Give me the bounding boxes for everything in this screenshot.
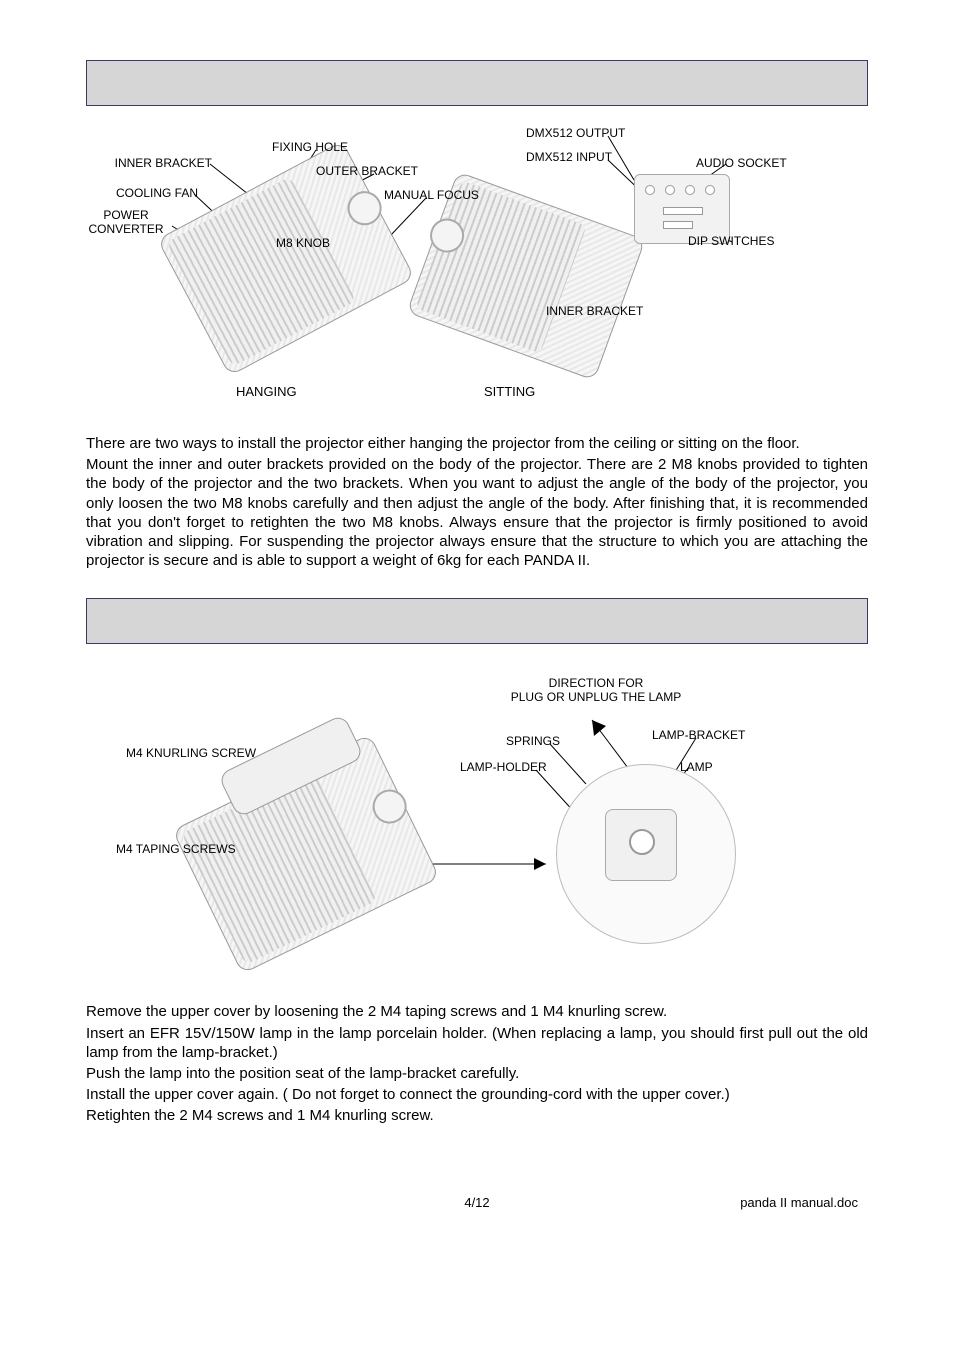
section2-p4: Install the upper cover again. ( Do not … xyxy=(86,1085,868,1104)
section2-p5: Retighten the 2 M4 screws and 1 M4 knurl… xyxy=(86,1106,868,1125)
section-header-2 xyxy=(86,598,868,644)
projector-sitting xyxy=(406,171,645,380)
label-inner-bracket-2: INNER BRACKET xyxy=(546,304,643,318)
label-springs: SPRINGS xyxy=(506,734,560,748)
section2-p2: Insert an EFR 15V/150W lamp in the lamp … xyxy=(86,1024,868,1062)
section2-p1: Remove the upper cover by loosening the … xyxy=(86,1002,868,1021)
label-direction: DIRECTION FOR PLUG OR UNPLUG THE LAMP xyxy=(466,676,726,704)
section2-text: Remove the upper cover by loosening the … xyxy=(86,1002,868,1125)
caption-hanging: HANGING xyxy=(236,384,297,399)
label-m4-taping: M4 TAPING SCREWS xyxy=(116,842,236,856)
label-audio-socket: AUDIO SOCKET xyxy=(696,156,787,170)
label-m8-knob: M8 KNOB xyxy=(276,236,330,250)
label-cooling-fan: COOLING FAN xyxy=(86,186,198,200)
page-footer: 4/12 panda II manual.doc xyxy=(86,1195,868,1210)
label-manual-focus: MANUAL FOCUS xyxy=(384,188,479,202)
caption-sitting: SITTING xyxy=(484,384,535,399)
label-dmx-in: DMX512 INPUT xyxy=(526,150,612,164)
label-inner-bracket: INNER BRACKET xyxy=(86,156,212,170)
page-number: 4/12 xyxy=(464,1195,489,1210)
label-m4-knurling: M4 KNURLING SCREW xyxy=(126,746,256,760)
section1-p2: Mount the inner and outer brackets provi… xyxy=(86,455,868,570)
label-lamp: LAMP xyxy=(680,760,713,774)
figure-lamp: DIRECTION FOR PLUG OR UNPLUG THE LAMP M4… xyxy=(86,664,868,984)
section1-text: There are two ways to install the projec… xyxy=(86,434,868,570)
lamp-bracket-detail xyxy=(556,764,736,944)
figure-installation: INNER BRACKET FIXING HOLE OUTER BRACKET … xyxy=(86,126,868,416)
label-power-converter: POWER CONVERTER xyxy=(76,208,176,236)
label-dmx-out: DMX512 OUTPUT xyxy=(526,126,625,140)
label-lamp-holder: LAMP-HOLDER xyxy=(460,760,547,774)
label-fixing-hole: FIXING HOLE xyxy=(272,140,348,154)
section1-p1: There are two ways to install the projec… xyxy=(86,434,868,453)
label-lamp-bracket: LAMP-BRACKET xyxy=(652,728,745,742)
section2-p3: Push the lamp into the position seat of … xyxy=(86,1064,868,1083)
label-outer-bracket: OUTER BRACKET xyxy=(316,164,418,178)
doc-name: panda II manual.doc xyxy=(740,1195,858,1210)
label-dip-switches: DIP SWITCHES xyxy=(688,234,774,248)
section-header-1 xyxy=(86,60,868,106)
